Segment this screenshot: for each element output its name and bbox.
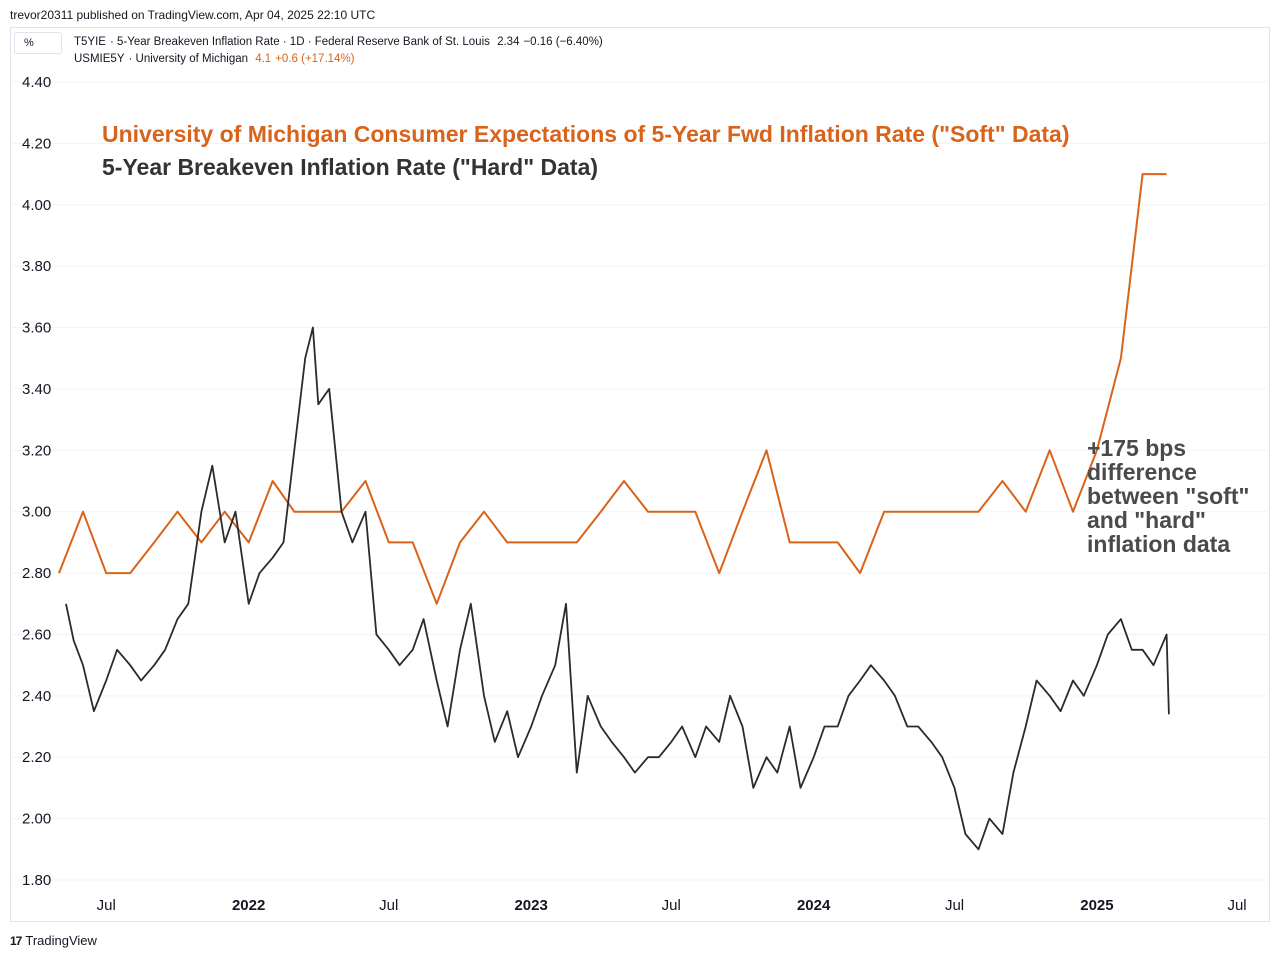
series-line-soft — [58, 173, 1167, 605]
y-tick-label: 2.00 — [22, 811, 51, 828]
chart-subtitle: 5-Year Breakeven Inflation Rate ("Hard" … — [102, 154, 598, 180]
chart-title: University of Michigan Consumer Expectat… — [102, 121, 1070, 147]
annotation-line: and "hard" — [1087, 507, 1206, 533]
annotation-line: difference — [1087, 459, 1197, 485]
y-tick-label: 3.80 — [22, 258, 51, 275]
y-tick-label: 4.40 — [22, 74, 51, 91]
x-tick-label: Jul — [1227, 897, 1246, 914]
y-tick-label: 3.00 — [22, 504, 51, 521]
y-tick-label: 2.40 — [22, 688, 51, 705]
footer: 17 TradingView — [10, 933, 97, 948]
legend-change: −0.16 (−6.40%) — [523, 36, 603, 48]
footer-brand[interactable]: TradingView — [25, 933, 97, 948]
legend-series-soft[interactable]: USMIE5Y · University of Michigan 4.1 +0.6 … — [74, 53, 359, 65]
tradingview-logo-icon: 17 — [10, 933, 22, 948]
y-tick-label: 2.60 — [22, 626, 51, 643]
legend-desc: · 5-Year Breakeven Inflation Rate · 1D ·… — [109, 36, 490, 48]
legend-series-hard[interactable]: T5YIE · 5-Year Breakeven Inflation Rate ·… — [74, 36, 607, 48]
unit-selector[interactable]: % — [14, 32, 62, 54]
x-tick-label: Jul — [945, 897, 964, 914]
annotation-line: +175 bps — [1087, 435, 1186, 461]
legend-ticker: T5YIE — [74, 36, 106, 48]
grid-lines — [10, 81, 1270, 881]
y-tick-label: 2.20 — [22, 749, 51, 766]
y-tick-label: 3.40 — [22, 381, 51, 398]
x-tick-label: 2024 — [797, 897, 831, 914]
chart-titles: University of Michigan Consumer Expectat… — [102, 121, 1070, 180]
y-tick-label: 3.20 — [22, 442, 51, 459]
legend-desc: · University of Michigan — [128, 53, 249, 65]
chart-frame — [10, 27, 1270, 922]
y-axis-ticks: 4.40 4.20 4.00 3.80 3.60 3.40 3.20 3.00 2.80 2.60… — [22, 74, 51, 889]
legend-value: 2.34 — [497, 36, 520, 48]
y-tick-label: 3.60 — [22, 320, 51, 337]
legend-ticker: USMIE5Y — [74, 53, 125, 65]
x-tick-label: Jul — [662, 897, 681, 914]
y-tick-label: 2.80 — [22, 565, 51, 582]
x-tick-label: 2025 — [1080, 897, 1113, 914]
series-lines — [58, 173, 1170, 851]
x-tick-label: Jul — [379, 897, 398, 914]
annotation-line: inflation data — [1087, 531, 1230, 557]
x-axis-ticks: Jul 2022 Jul 2023 Jul 2024 Jul 2025 Jul — [97, 897, 1247, 914]
y-tick-label: 4.20 — [22, 135, 51, 152]
series-line-hard — [65, 326, 1170, 851]
x-tick-label: 2023 — [514, 897, 547, 914]
annotation-line: between "soft" — [1087, 483, 1249, 509]
legend-change: +0.6 (+17.14%) — [275, 53, 355, 65]
y-tick-label: 4.00 — [22, 197, 51, 214]
y-tick-label: 1.80 — [22, 872, 51, 889]
legend-value: 4.1 — [255, 53, 272, 65]
publish-info: trevor20311 published on TradingView.com… — [10, 8, 376, 22]
x-tick-label: Jul — [97, 897, 116, 914]
x-tick-label: 2022 — [232, 897, 265, 914]
